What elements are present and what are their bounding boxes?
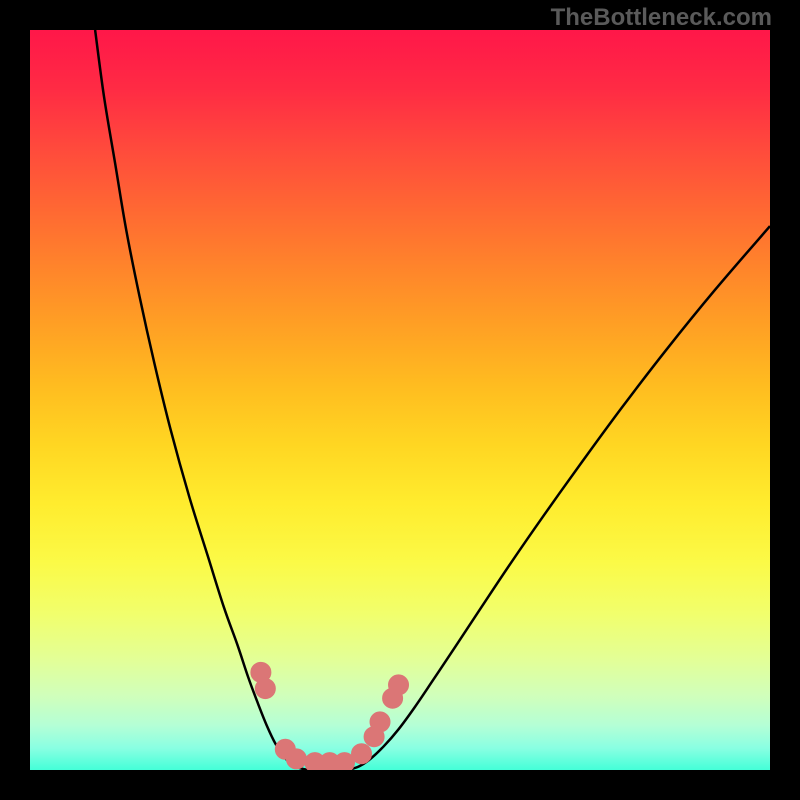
data-marker: [286, 749, 306, 769]
watermark-text: TheBottleneck.com: [551, 4, 772, 32]
data-marker: [370, 712, 390, 732]
data-marker: [389, 675, 409, 695]
chart-container: TheBottleneck.com: [0, 0, 800, 800]
marker-layer: [30, 30, 770, 770]
plot-area: [30, 30, 770, 770]
data-marker: [255, 679, 275, 699]
data-marker: [352, 744, 372, 764]
